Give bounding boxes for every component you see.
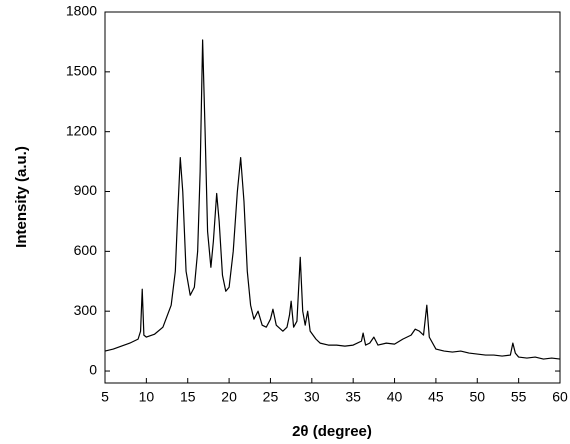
y-tick-label: 600 [74, 242, 98, 258]
x-tick-label: 10 [139, 389, 155, 405]
x-tick-label: 35 [345, 389, 361, 405]
x-tick-label: 45 [428, 389, 444, 405]
x-axis-title: 2θ (degree) [292, 423, 372, 440]
x-tick-label: 25 [263, 389, 279, 405]
y-tick-label: 1800 [66, 3, 97, 19]
y-tick-label: 300 [74, 302, 98, 318]
plot-frame [104, 11, 561, 384]
y-axis-title: Intensity (a.u.) [13, 146, 30, 248]
x-tick-label: 30 [304, 389, 320, 405]
x-tick-label: 60 [552, 389, 568, 405]
x-tick-label: 15 [180, 389, 196, 405]
x-tick-label: 50 [469, 389, 485, 405]
data-line [104, 39, 561, 360]
x-tick-label: 40 [387, 389, 403, 405]
y-tick-label: 900 [74, 182, 98, 198]
x-tick-label: 55 [511, 389, 527, 405]
x-tick-label: 5 [101, 389, 109, 405]
y-tick-label: 1200 [66, 122, 97, 138]
x-tick-label: 20 [221, 389, 237, 405]
y-tick-label: 0 [89, 362, 97, 378]
y-tick-label: 1500 [66, 63, 97, 79]
